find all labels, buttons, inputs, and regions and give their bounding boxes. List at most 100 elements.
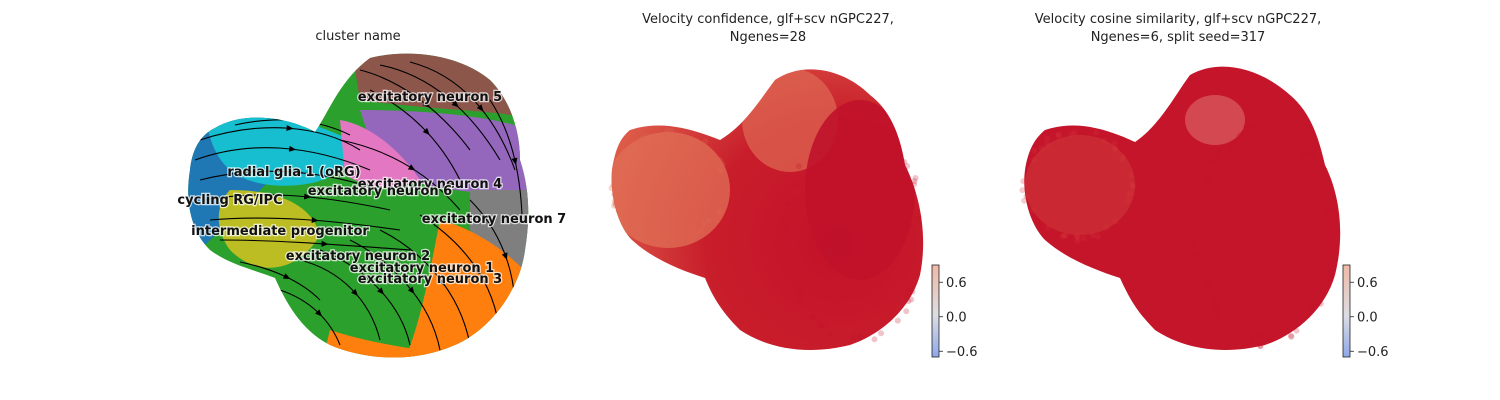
stream-line [489, 99, 523, 216]
colorbar-tick-label: 0.6 [946, 276, 967, 291]
edge-point [617, 153, 624, 160]
stream-line [199, 170, 381, 191]
edge-point [612, 202, 619, 209]
edge-point [1235, 133, 1242, 140]
edge-point [1055, 131, 1062, 138]
edge-point [1118, 156, 1125, 163]
edge-point [717, 157, 724, 164]
edge-point [611, 202, 618, 209]
edge-point [635, 139, 642, 146]
edge-point [705, 216, 712, 223]
edge-point [1326, 236, 1333, 243]
edge-point [1193, 252, 1200, 259]
edge-point [1193, 250, 1200, 257]
stream-arrow [438, 278, 446, 287]
edge-point [908, 296, 915, 303]
edge-point [1031, 147, 1038, 154]
edge-point [894, 155, 901, 162]
edge-point [862, 127, 869, 134]
edge-point [611, 198, 618, 205]
edge-point [657, 236, 664, 243]
stream-arrow [321, 240, 329, 247]
edge-point [1326, 275, 1333, 282]
edge-point [1203, 179, 1210, 186]
edge-point [664, 127, 671, 134]
colorbar-tick-label: 0.0 [1357, 310, 1378, 325]
stream-arrow [315, 309, 323, 317]
stream-arrow [476, 104, 484, 112]
edge-point [1124, 197, 1131, 204]
edge-point [1093, 129, 1100, 136]
edge-point [1045, 224, 1052, 231]
region-intermediate-progenitor [218, 190, 320, 268]
edge-point [1128, 172, 1135, 179]
edge-point [1318, 163, 1325, 170]
edge-point [1288, 333, 1295, 340]
edge-point [901, 159, 908, 166]
velocity-cosine-embedding [1019, 66, 1341, 350]
edge-point [1212, 304, 1219, 311]
edge-point [1228, 325, 1235, 332]
edge-point [1059, 233, 1066, 240]
edge-point [847, 123, 854, 130]
edge-point [915, 215, 922, 222]
edge-point [1074, 237, 1081, 244]
edge-point [878, 330, 885, 337]
edge-point [904, 163, 911, 170]
velocity-stream-lines [194, 61, 523, 351]
stream-arrow [296, 169, 304, 176]
edge-point [894, 317, 901, 324]
edge-point [612, 162, 619, 169]
edge-point [1129, 182, 1136, 189]
stream-arrow [351, 288, 358, 297]
edge-point [1331, 242, 1338, 249]
edge-point [1120, 154, 1127, 161]
edge-point [783, 226, 790, 233]
edge-point [850, 333, 857, 340]
edge-point [1111, 145, 1118, 152]
edge-point [1021, 197, 1028, 204]
confidence-core-right [805, 100, 915, 280]
edge-point [610, 182, 617, 189]
stream-arrow [407, 286, 415, 294]
colorbar-tick-label: 0.0 [946, 310, 967, 325]
edge-point [911, 181, 918, 188]
panel-subtitle-confidence: Ngenes=28 [730, 30, 806, 45]
edge-point [631, 224, 638, 231]
edge-point [871, 336, 878, 343]
edge-point [1038, 145, 1045, 152]
edge-point [668, 127, 675, 134]
stream-arrow [303, 193, 312, 200]
edge-point [1309, 150, 1316, 157]
edge-point [1061, 233, 1068, 240]
edge-point [669, 237, 676, 244]
edge-point [702, 138, 709, 145]
edge-point [1206, 172, 1213, 179]
cluster-labels: excitatory neuron 5 radial glia 1 (oRG) … [176, 89, 567, 288]
velocity-confidence-embedding [608, 69, 924, 351]
edge-point [705, 218, 712, 225]
edge-point [611, 191, 618, 198]
edge-point [819, 323, 826, 330]
edge-point [912, 174, 919, 181]
cluster-label-excitatory-neuron-2: excitatory neuron 2 [286, 249, 430, 264]
edge-point [817, 322, 824, 329]
edge-point [639, 136, 646, 143]
edge-point [1282, 132, 1289, 139]
edge-point [791, 182, 798, 189]
cluster-embedding: excitatory neuron 5 radial glia 1 (oRG) … [176, 53, 567, 358]
edge-point [1044, 135, 1051, 142]
colorbar-cosine-ticks: 0.6 0.0 −0.6 [1350, 276, 1389, 360]
edge-point [909, 288, 916, 295]
cluster-label-excitatory-neuron-7: excitatory neuron 7 [422, 212, 566, 227]
edge-point [1247, 123, 1254, 130]
cluster-label-cycling-rg-ipc: cycling RG/IPC [177, 193, 282, 208]
stream-line [239, 261, 321, 301]
edge-point [1237, 131, 1244, 138]
edge-point [831, 135, 838, 142]
stream-line [319, 249, 411, 346]
stream-arrow [288, 145, 297, 152]
stream-line [219, 239, 411, 251]
edge-point [1112, 145, 1119, 152]
